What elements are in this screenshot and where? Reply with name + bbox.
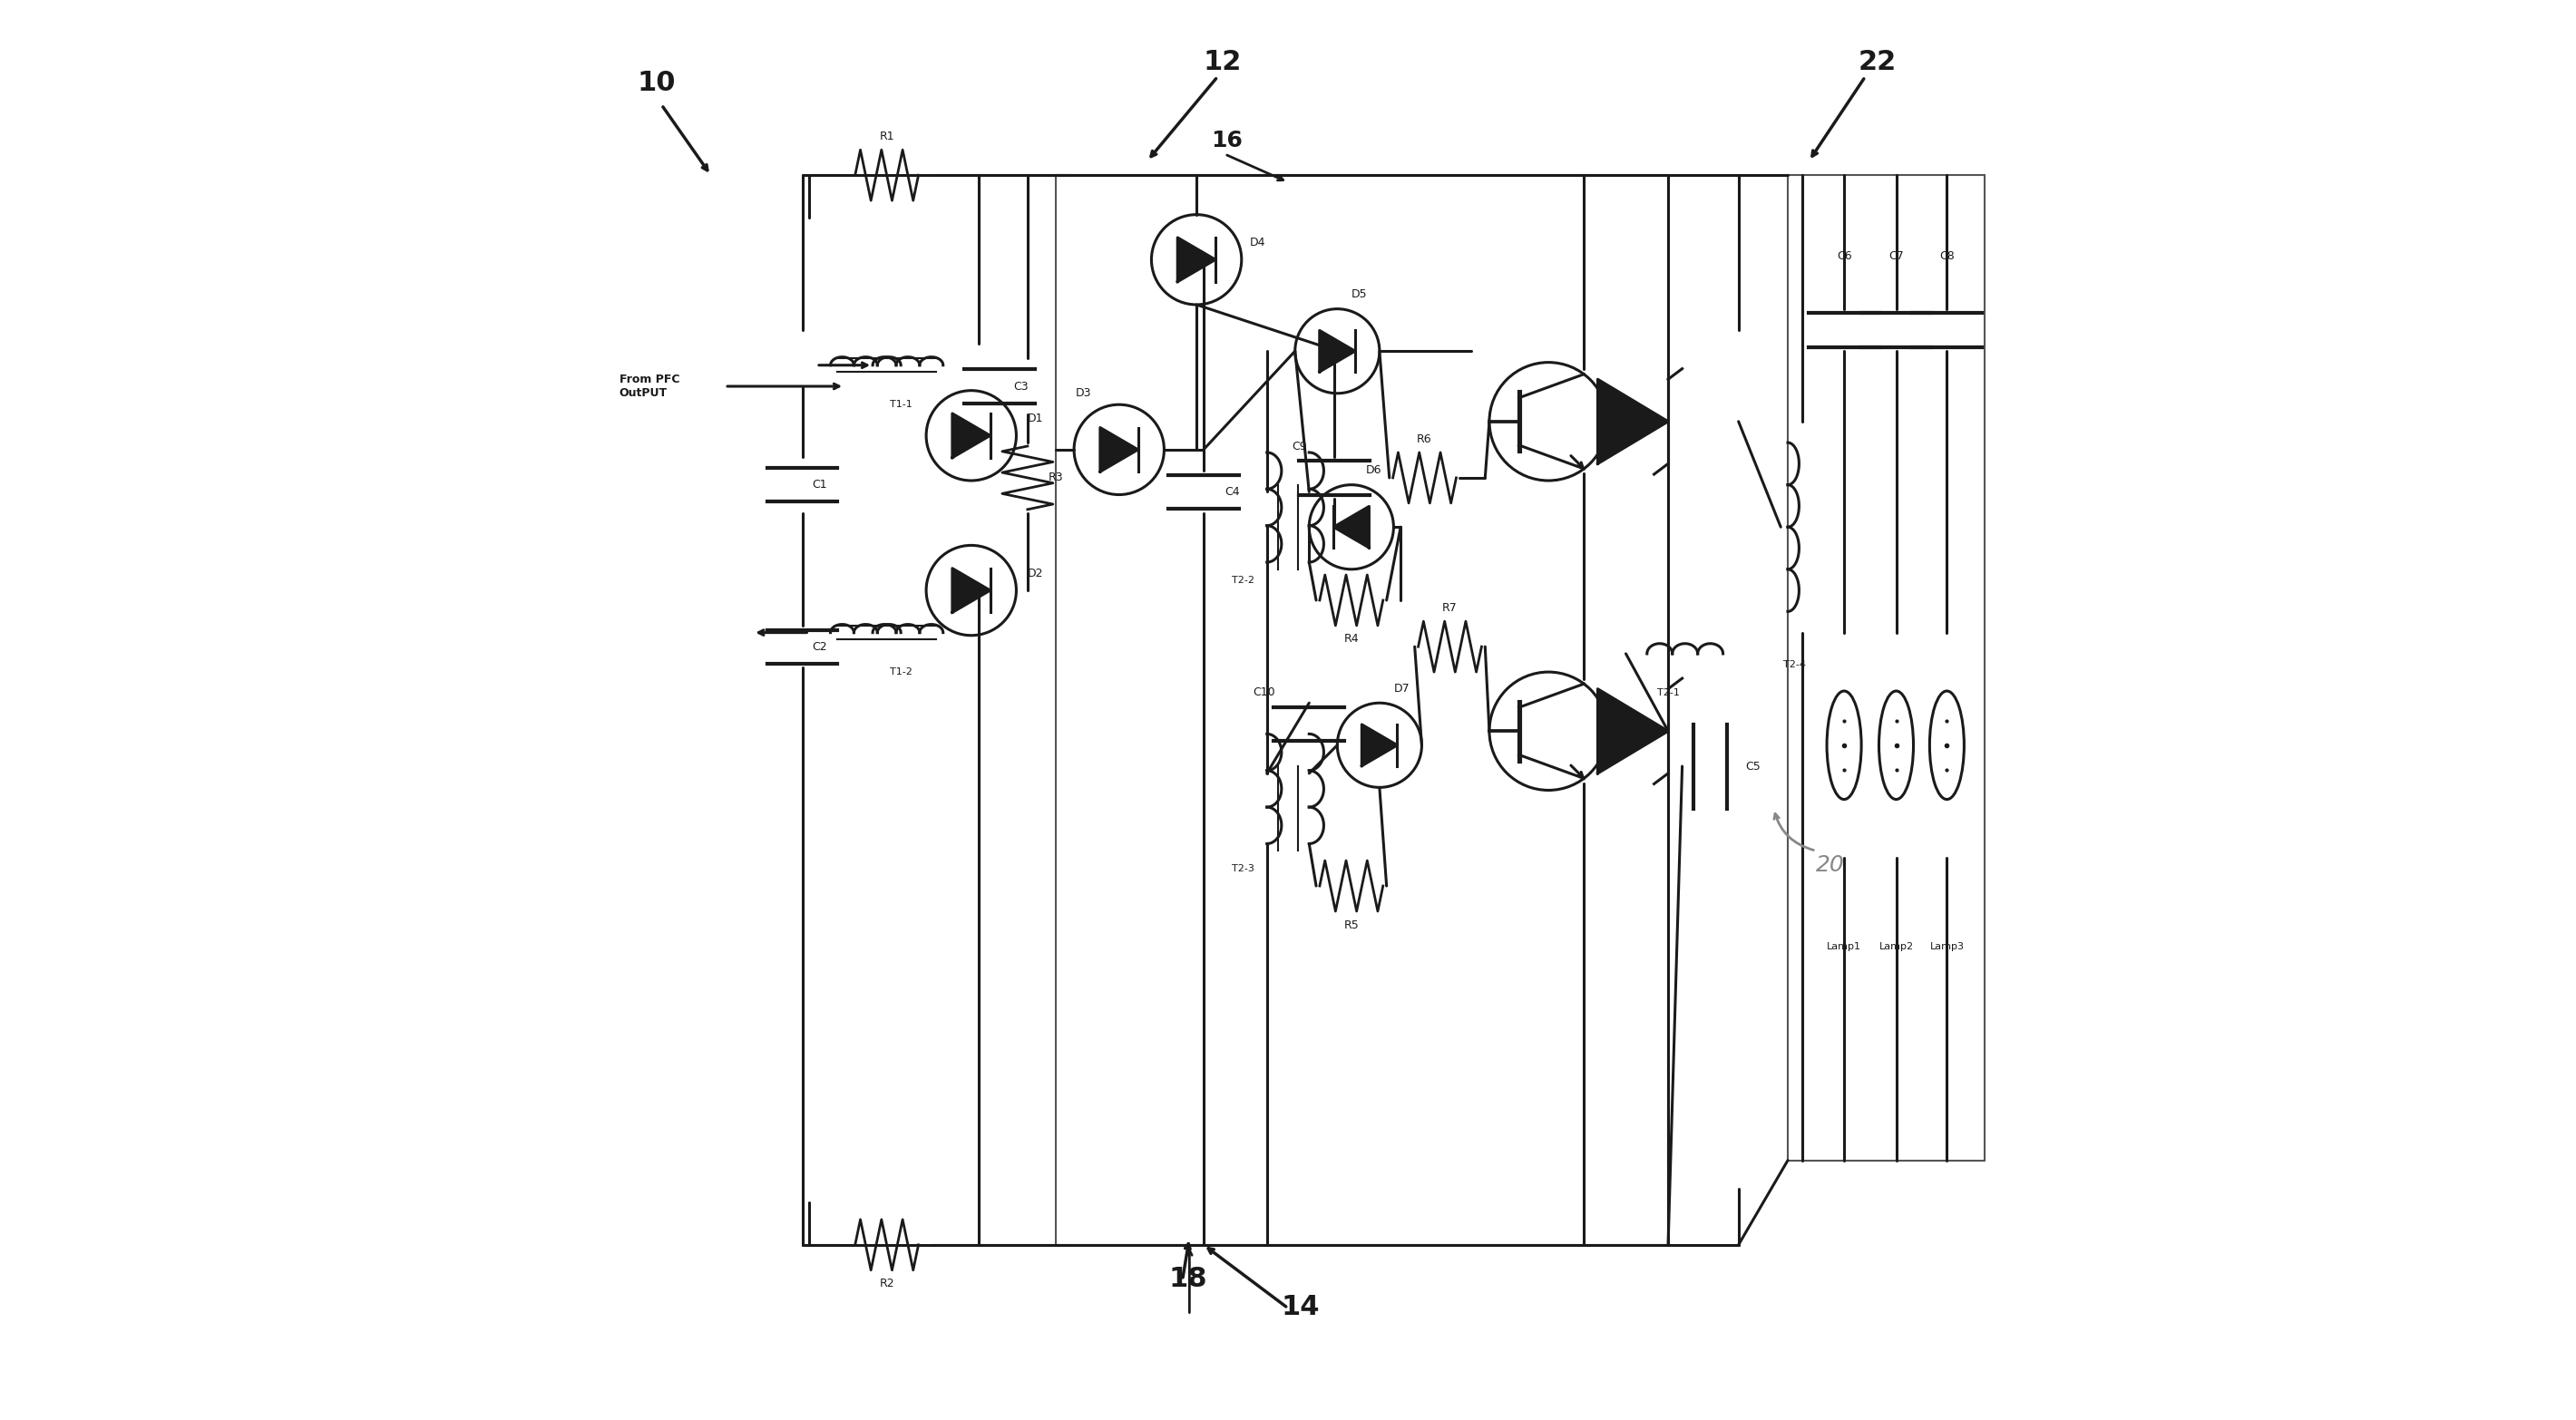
Text: 10: 10 [639, 70, 675, 97]
Text: R3: R3 [1048, 471, 1064, 484]
Text: R4: R4 [1345, 633, 1360, 645]
Text: C4: C4 [1224, 486, 1239, 498]
Text: T1-1: T1-1 [889, 400, 912, 409]
Text: D7: D7 [1394, 683, 1409, 694]
Text: D3: D3 [1077, 388, 1092, 399]
Bar [1788, 175, 1986, 1160]
Text: 16: 16 [1211, 129, 1242, 152]
Polygon shape [1177, 237, 1216, 281]
Text: D1: D1 [1028, 412, 1043, 425]
Text: T2-3: T2-3 [1231, 865, 1255, 873]
Text: R1: R1 [878, 131, 894, 143]
Polygon shape [953, 413, 989, 457]
Polygon shape [1597, 689, 1669, 774]
Polygon shape [1100, 427, 1139, 471]
Polygon shape [1597, 379, 1669, 464]
Polygon shape [1319, 331, 1355, 372]
Text: D6: D6 [1365, 464, 1381, 476]
Text: 18: 18 [1170, 1267, 1208, 1292]
Text: Q2: Q2 [1618, 709, 1636, 720]
Polygon shape [1363, 724, 1396, 765]
Polygon shape [1334, 507, 1368, 548]
Text: C8: C8 [1940, 250, 1955, 263]
Text: 14: 14 [1280, 1294, 1319, 1321]
Text: T2-4: T2-4 [1783, 660, 1806, 670]
Text: Lamp2: Lamp2 [1878, 941, 1914, 951]
Text: Lamp1: Lamp1 [1826, 941, 1862, 951]
Polygon shape [953, 568, 989, 612]
Text: Q1: Q1 [1618, 399, 1636, 410]
Text: R7: R7 [1443, 602, 1458, 615]
Text: T2-1: T2-1 [1656, 689, 1680, 697]
Text: R5: R5 [1345, 919, 1360, 932]
Text: R6: R6 [1417, 433, 1432, 446]
Text: C2: C2 [811, 640, 827, 653]
Text: D2: D2 [1028, 567, 1043, 579]
Text: D5: D5 [1352, 288, 1368, 301]
Text: R2: R2 [878, 1278, 894, 1289]
Text: 20: 20 [1816, 855, 1844, 876]
Text: C6: C6 [1837, 250, 1852, 263]
Text: T2-2: T2-2 [1231, 577, 1255, 585]
Text: Lamp3: Lamp3 [1929, 941, 1963, 951]
Text: C9: C9 [1293, 440, 1306, 453]
Text: C10: C10 [1252, 687, 1275, 699]
Text: 22: 22 [1857, 48, 1896, 75]
Text: D4: D4 [1249, 237, 1265, 248]
Text: From PFC
OutPUT: From PFC OutPUT [618, 373, 680, 399]
Text: C1: C1 [811, 479, 827, 491]
Text: T1-2: T1-2 [889, 667, 912, 676]
Text: C7: C7 [1888, 250, 1904, 263]
Text: C3: C3 [1012, 381, 1028, 392]
Text: 12: 12 [1203, 48, 1242, 75]
Bar [1056, 175, 1669, 1245]
Text: C5: C5 [1747, 760, 1762, 772]
